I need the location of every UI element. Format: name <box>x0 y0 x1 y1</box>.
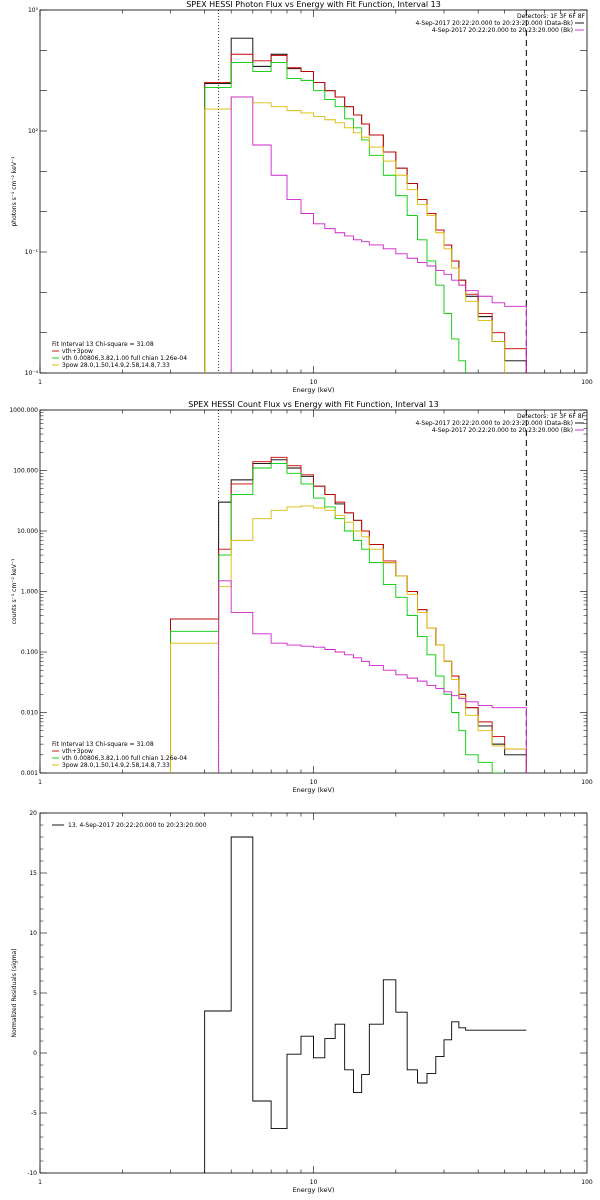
series-group <box>170 456 527 773</box>
plot-frame <box>39 9 588 374</box>
y-tick-label: 10 <box>29 930 37 937</box>
y-tick-label: 10⁵ <box>28 7 39 14</box>
legend-entry-text: vth+3pow <box>62 748 93 755</box>
x-axis-label: Energy (keV) <box>293 386 335 394</box>
legend-top: Detectors: 1F 3F 6F 8F4-Sep-2017 20:22:2… <box>415 413 585 434</box>
y-axis-label: counts s⁻¹ cm⁻² keV⁻¹ <box>11 558 18 624</box>
y-tick-label: 0.001 <box>21 770 38 777</box>
x-axis-ticks: 1 10 100 <box>38 813 593 1186</box>
chart-title: SPEX HESSI Photon Flux vs Energy with Fi… <box>186 0 441 9</box>
y-axis-ticks: -10 -5 0 5 10 15 20 <box>27 810 587 1177</box>
x-tick-label: 10 <box>310 379 318 386</box>
plot-frame <box>39 409 588 774</box>
series-line-vth-3pow <box>204 53 527 373</box>
series-group <box>204 836 527 1173</box>
legend-entry-text: 13. 4-Sep-2017 20:22:20.000 to 20:23:20.… <box>68 822 207 829</box>
series-line-vth-3pow <box>170 456 527 773</box>
series-line-3pow <box>204 96 506 373</box>
y-tick-label: -10 <box>27 1170 37 1177</box>
chart-1: SPEX HESSI Photon Flux vs Energy with Fi… <box>11 0 593 394</box>
series-line-residuals <box>204 836 527 1173</box>
legend-top: 13. 4-Sep-2017 20:22:20.000 to 20:23:20.… <box>52 822 207 829</box>
x-tick-label: 100 <box>581 1179 593 1186</box>
series-line-data-bk <box>170 459 527 773</box>
y-tick-label: 1.000 <box>21 589 38 596</box>
series-line-3pow <box>170 505 527 773</box>
x-tick-label: 10 <box>310 779 318 786</box>
y-axis-label: photons s⁻¹ cm⁻² keV⁻¹ <box>11 156 18 227</box>
x-axis-label: Energy (keV) <box>293 1186 335 1194</box>
series-line-bk <box>218 580 527 773</box>
legend-entry-text: 4-Sep-2017 20:22:20.000 to 20:23:20.000 … <box>415 420 573 427</box>
y-tick-label: 1000.000 <box>9 407 38 414</box>
fit-info-text: Fit Interval 13 Chi-square = 31.08 <box>52 741 154 748</box>
y-axis-ticks: 0.001 0.010 0.100 1.000 10.000 100.000 1000.00… <box>9 407 587 777</box>
detectors-label: Detectors: 1F 3F 6F 8F <box>517 13 586 20</box>
chart-3: 1 10 100 Energy (keV) -10 -5 0 5 10 15 20 Normalize… <box>11 810 593 1194</box>
series-line-bk <box>230 96 527 373</box>
y-tick-label: -5 <box>31 1110 37 1117</box>
y-tick-label: 5 <box>33 990 37 997</box>
x-axis-ticks: 1 10 100 <box>38 410 593 786</box>
series-line-vth <box>170 463 506 773</box>
y-tick-label: 10⁻⁴ <box>25 370 39 377</box>
y-tick-label: 0.100 <box>21 649 38 656</box>
x-axis-label: Energy (keV) <box>293 786 335 794</box>
series-group <box>204 37 527 373</box>
legend-bottom: Fit Interval 13 Chi-square = 31.08vth+3p… <box>52 741 187 769</box>
legend-entry-text: 4-Sep-2017 20:22:20.000 to 20:23:20.000 … <box>432 27 573 34</box>
chart-title: SPEX HESSI Count Flux vs Energy with Fit… <box>188 400 439 409</box>
legend-entry-text: 4-Sep-2017 20:22:20.000 to 20:23:20.000 … <box>432 427 573 434</box>
y-tick-label: 10.000 <box>17 528 38 535</box>
y-tick-label: 10⁻¹ <box>25 249 39 256</box>
x-axis-ticks: 1 10 100 <box>38 10 593 386</box>
x-tick-label: 10 <box>310 1179 318 1186</box>
legend-entry-text: 3pow 28.0,1.50,14.9,2.58,14.8,7.33 <box>62 362 170 369</box>
chart-2: SPEX HESSI Count Flux vs Energy with Fit… <box>9 400 593 794</box>
y-tick-label: 15 <box>29 870 37 877</box>
x-tick-label: 100 <box>581 779 593 786</box>
y-tick-label: 0 <box>33 1050 37 1057</box>
legend-entry-text: 4-Sep-2017 20:22:20.000 to 20:23:20.000 … <box>415 20 573 27</box>
series-line-vth <box>204 62 467 373</box>
y-tick-label: 0.010 <box>21 710 38 717</box>
fit-info-text: Fit Interval 13 Chi-square = 31.08 <box>52 341 154 348</box>
legend-top: Detectors: 1F 3F 6F 8F4-Sep-2017 20:22:2… <box>415 13 585 34</box>
y-tick-label: 20 <box>29 810 37 817</box>
x-tick-label: 100 <box>581 379 593 386</box>
plot-frame <box>39 812 588 1174</box>
x-tick-label: 1 <box>38 379 42 386</box>
legend-bottom: Fit Interval 13 Chi-square = 31.08vth+3p… <box>52 341 187 369</box>
legend-entry-text: vth 0.00806,3.82,1.00 full chian 1.26e-0… <box>62 355 187 362</box>
x-tick-label: 1 <box>38 779 42 786</box>
y-axis-label: Normalized Residuals (sigma) <box>11 948 18 1037</box>
legend-entry-text: vth+3pow <box>62 348 93 355</box>
y-tick-label: 100.000 <box>13 468 38 475</box>
series-line-data-bk <box>204 37 527 373</box>
y-axis-ticks: 10⁻⁴ 10⁻¹ 10² 10⁵ <box>25 7 587 377</box>
detectors-label: Detectors: 1F 3F 6F 8F <box>517 413 586 420</box>
x-tick-label: 1 <box>38 1179 42 1186</box>
legend-entry-text: vth 0.00806,3.82,1.00 full chian 1.26e-0… <box>62 755 187 762</box>
legend-entry-text: 3pow 28.0,1.50,14.9,2.58,14.8,7.33 <box>62 762 170 769</box>
y-tick-label: 10² <box>28 128 39 135</box>
